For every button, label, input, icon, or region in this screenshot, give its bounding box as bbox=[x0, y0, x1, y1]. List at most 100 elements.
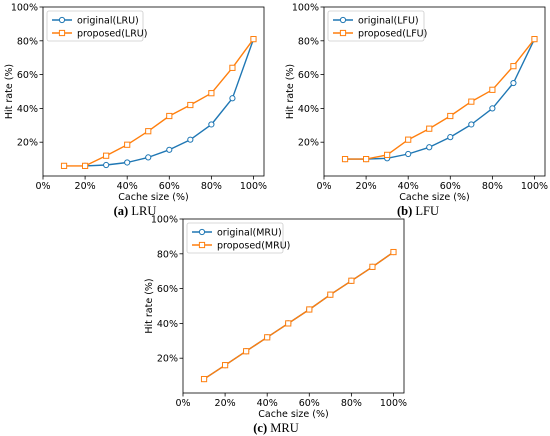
x-tick-label: 40% bbox=[117, 181, 138, 192]
y-axis-label: Hit rate (%) bbox=[4, 64, 15, 119]
plot-frame bbox=[42, 6, 265, 177]
x-tick-label: 60% bbox=[159, 181, 180, 192]
data-point bbox=[221, 362, 229, 369]
x-tick-label: 60% bbox=[440, 181, 461, 192]
x-tick-label: 80% bbox=[482, 181, 503, 192]
legend-label: original(LFU) bbox=[358, 16, 419, 27]
data-point bbox=[166, 146, 173, 153]
x-tick-label: 0% bbox=[175, 398, 190, 409]
data-point bbox=[489, 105, 496, 112]
plot-frame bbox=[182, 218, 405, 394]
y-tick-label: 60% bbox=[17, 70, 38, 81]
data-point bbox=[468, 121, 475, 128]
data-point bbox=[447, 112, 454, 120]
legend-marker bbox=[339, 16, 347, 24]
legend-marker bbox=[339, 29, 347, 37]
data-point bbox=[285, 320, 292, 327]
chart-panel-1: 0% 20% 40% 60% 80% 100% 20% 40% 60% 80% 100% Cache … bbox=[4, 3, 267, 219]
data-point bbox=[426, 125, 433, 132]
data-point bbox=[390, 248, 397, 256]
x-tick-label: 20% bbox=[356, 181, 377, 192]
legend-marker bbox=[58, 16, 66, 24]
y-tick-label: 40% bbox=[157, 319, 178, 330]
x-tick-label: 20% bbox=[215, 398, 236, 409]
data-point bbox=[243, 348, 250, 355]
data-point bbox=[341, 156, 349, 163]
caption: (a) LRU bbox=[114, 204, 157, 218]
caption: (c) MRU bbox=[253, 421, 298, 435]
data-point bbox=[489, 86, 496, 93]
x-tick-label: 100% bbox=[240, 181, 267, 192]
series-line-2 bbox=[64, 38, 255, 167]
legend: original(LRU) proposed(LRU) bbox=[46, 10, 147, 42]
y-tick-label: 20% bbox=[17, 138, 38, 149]
data-point bbox=[362, 156, 370, 163]
y-tick-label: 60% bbox=[157, 284, 178, 295]
x-tick-label: 0% bbox=[316, 181, 331, 192]
data-point bbox=[208, 90, 215, 97]
data-point bbox=[264, 334, 271, 341]
y-tick-label: 40% bbox=[298, 104, 319, 115]
caption-text: MRU bbox=[267, 421, 299, 435]
data-point bbox=[426, 144, 433, 151]
data-point bbox=[200, 375, 208, 383]
data-point bbox=[187, 136, 194, 143]
data-point bbox=[103, 161, 110, 169]
data-point bbox=[166, 112, 173, 120]
y-tick-label: 20% bbox=[157, 354, 178, 365]
x-tick-label: 0% bbox=[35, 181, 50, 192]
y-tick-label: 80% bbox=[157, 249, 178, 260]
legend-label: proposed(LRU) bbox=[77, 29, 147, 40]
data-point bbox=[229, 95, 236, 102]
y-tick-label: 100% bbox=[292, 3, 319, 14]
plot-frame bbox=[323, 6, 546, 177]
caption-letter: (b) bbox=[397, 204, 412, 218]
data-point bbox=[306, 306, 313, 313]
data-point bbox=[81, 162, 89, 169]
data-point bbox=[531, 36, 538, 43]
legend-label: proposed(MRU) bbox=[217, 241, 290, 252]
legend: original(LFU) proposed(LFU) bbox=[327, 10, 427, 42]
y-tick-label: 80% bbox=[17, 36, 38, 47]
legend-marker bbox=[58, 29, 66, 37]
legend-marker bbox=[198, 241, 206, 249]
x-tick-label: 40% bbox=[257, 398, 278, 409]
data-point bbox=[348, 277, 355, 284]
x-tick-label: 60% bbox=[299, 398, 320, 409]
caption-text: LFU bbox=[412, 204, 439, 218]
x-tick-label: 40% bbox=[398, 181, 419, 192]
caption-letter: (a) bbox=[114, 204, 129, 218]
data-point bbox=[145, 128, 152, 135]
caption-letter: (c) bbox=[253, 421, 267, 435]
x-tick-label: 100% bbox=[380, 398, 407, 409]
y-tick-label: 40% bbox=[17, 104, 38, 115]
data-point bbox=[103, 152, 110, 159]
caption-text: LRU bbox=[128, 204, 156, 218]
data-point bbox=[369, 263, 376, 270]
legend: original(MRU) proposed(MRU) bbox=[186, 222, 290, 254]
data-point bbox=[250, 36, 257, 43]
data-point bbox=[405, 136, 412, 143]
data-point bbox=[60, 162, 68, 169]
y-tick-label: 100% bbox=[151, 215, 178, 226]
data-point bbox=[124, 159, 131, 166]
data-point bbox=[447, 134, 454, 141]
x-axis-label: Cache size (%) bbox=[258, 409, 328, 420]
series-line-2 bbox=[345, 38, 536, 160]
data-point bbox=[187, 101, 194, 109]
y-tick-label: 20% bbox=[298, 138, 319, 149]
data-point bbox=[229, 64, 236, 71]
legend-label: original(MRU) bbox=[217, 228, 282, 239]
legend-label: proposed(LFU) bbox=[358, 29, 427, 40]
data-point bbox=[124, 141, 131, 148]
x-tick-label: 80% bbox=[341, 398, 362, 409]
data-point bbox=[208, 121, 215, 128]
y-axis-label: Hit rate (%) bbox=[144, 278, 155, 333]
x-tick-label: 20% bbox=[75, 181, 96, 192]
data-point bbox=[510, 63, 517, 70]
data-point bbox=[510, 79, 517, 87]
data-point bbox=[327, 291, 334, 298]
y-tick-label: 60% bbox=[298, 70, 319, 81]
data-point bbox=[384, 151, 391, 158]
